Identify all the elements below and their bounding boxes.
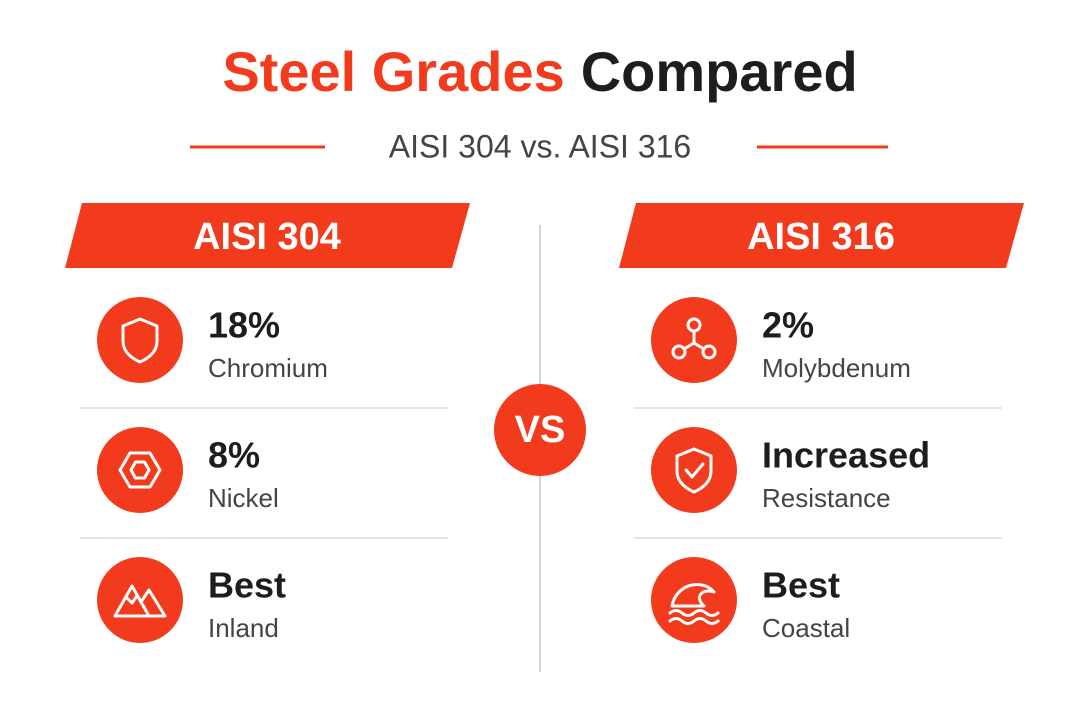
item-icon — [97, 297, 183, 383]
item-value: Best — [208, 565, 286, 606]
icon-glyph — [668, 617, 720, 625]
title: Steel Grades Compared — [222, 40, 857, 103]
icon-glyph — [124, 594, 139, 605]
icon-circle — [651, 557, 737, 643]
item-value: 2% — [762, 305, 814, 346]
icon-circle — [651, 427, 737, 513]
item-value: Increased — [762, 435, 930, 476]
title-accent: Steel Grades — [222, 40, 564, 103]
item-icon — [97, 427, 183, 513]
title-rest: Compared — [581, 40, 858, 103]
icon-glyph — [670, 583, 716, 608]
item-value: 8% — [208, 435, 260, 476]
icon-glyph — [671, 344, 687, 360]
subtitle: AISI 304 vs. AISI 316 — [389, 128, 691, 164]
columns: AISI 30418%Chromium8%NickelBestInlandAIS… — [65, 203, 1024, 643]
column: AISI 316 2% Molybdenum Increased Resistance B… — [619, 203, 1024, 643]
icon-glyph — [121, 317, 159, 364]
item-icon — [651, 297, 737, 383]
icon-glyph — [701, 344, 717, 360]
icon-circle — [97, 427, 183, 513]
item-value: 18% — [208, 305, 280, 346]
item-label: Nickel — [208, 483, 279, 513]
item-label: Molybdenum — [762, 353, 911, 383]
icon-circle — [97, 297, 183, 383]
item-label: Inland — [208, 613, 279, 643]
item-value: Best — [762, 565, 840, 606]
item-label: Coastal — [762, 613, 850, 643]
item-icon — [651, 557, 737, 643]
column-heading: AISI 316 — [747, 216, 895, 258]
icon-glyph — [129, 460, 151, 480]
icon-glyph — [682, 329, 706, 351]
vs-circle — [494, 384, 586, 476]
column-heading: AISI 304 — [193, 216, 341, 258]
icon-glyph — [668, 609, 720, 617]
vs-badge: VS — [515, 409, 566, 451]
icon-glyph — [139, 588, 167, 618]
icon-glyph — [675, 447, 713, 494]
item-icon — [97, 557, 183, 643]
heading-banner — [619, 203, 1024, 268]
item-icon — [651, 427, 737, 513]
column: AISI 304 18% Chromium 8% Nickel Best Inland — [65, 203, 470, 643]
icon-glyph — [118, 451, 162, 489]
item-label: Chromium — [208, 353, 328, 383]
heading-banner — [65, 203, 470, 268]
icon-glyph — [686, 317, 702, 333]
icon-glyph — [684, 462, 705, 479]
item-label: Resistance — [762, 483, 891, 513]
